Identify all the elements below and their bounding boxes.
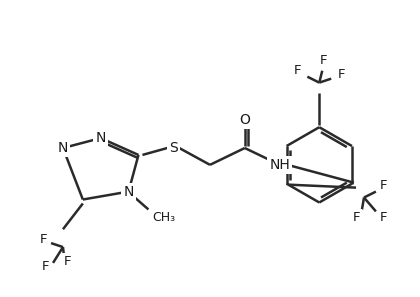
Text: N: N (123, 185, 134, 199)
Text: F: F (352, 211, 360, 224)
Text: N: N (95, 131, 106, 145)
Text: F: F (294, 64, 301, 77)
Text: O: O (239, 113, 250, 127)
Text: F: F (41, 260, 49, 273)
Text: F: F (320, 54, 327, 67)
Text: F: F (380, 211, 388, 224)
Text: F: F (337, 68, 345, 81)
Text: NH: NH (269, 158, 290, 172)
Text: S: S (169, 141, 178, 155)
Text: F: F (64, 255, 72, 268)
Text: F: F (39, 233, 47, 246)
Text: N: N (58, 141, 68, 155)
Text: CH₃: CH₃ (152, 211, 176, 225)
Text: F: F (380, 179, 388, 192)
